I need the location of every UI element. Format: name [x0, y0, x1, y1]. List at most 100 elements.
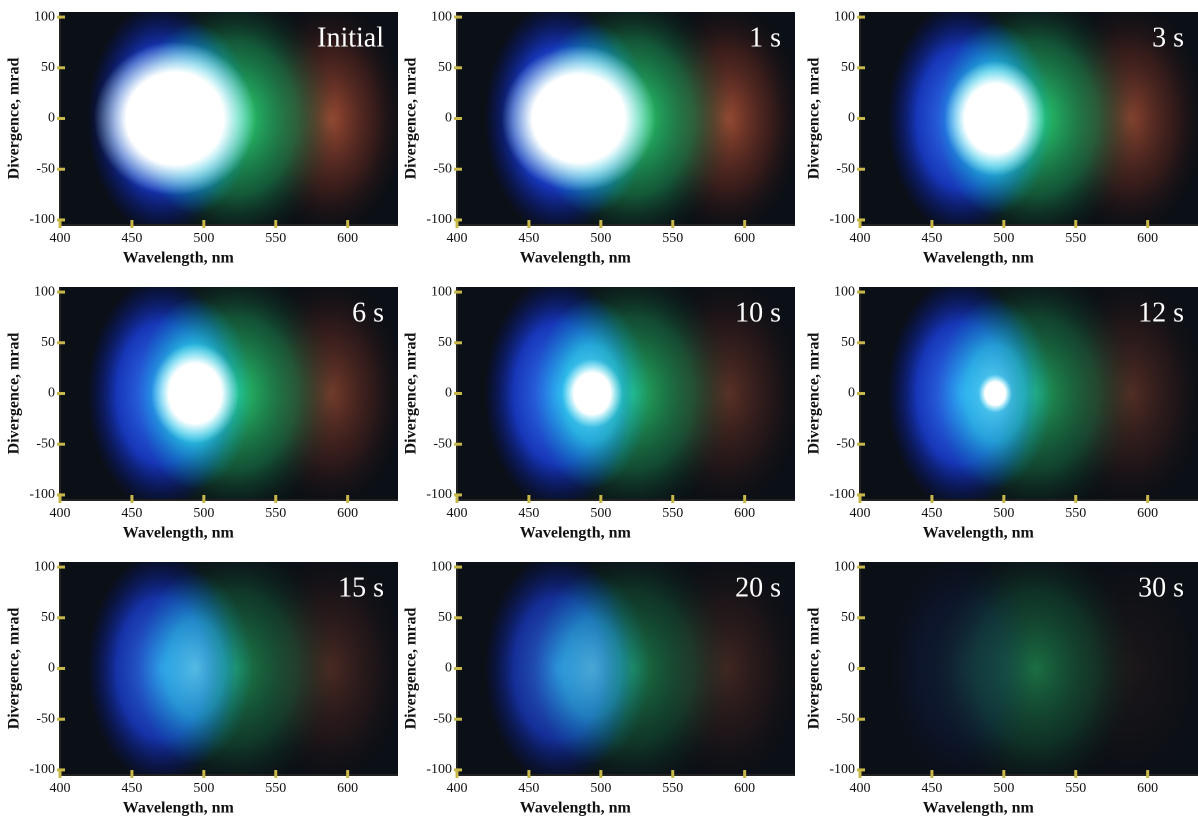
y-tick-label: 0: [848, 111, 855, 126]
x-tick-label: 400: [50, 781, 71, 796]
x-tick-label: 550: [662, 506, 683, 521]
x-tick-label: 400: [50, 231, 71, 246]
y-axis-label: Divergence, mrad: [806, 333, 823, 455]
panel-label: 30 s: [1138, 572, 1184, 603]
x-tick-label: 400: [50, 506, 71, 521]
x-tick-label: 500: [993, 781, 1014, 796]
y-tick-label: 0: [48, 111, 55, 126]
x-tick-label: 600: [734, 231, 755, 246]
y-axis-label: Divergence, mrad: [403, 333, 420, 455]
y-tick-label: 50: [841, 610, 855, 625]
x-tick-label: 500: [590, 781, 611, 796]
x-tick-label: 550: [1065, 506, 1086, 521]
x-tick-label: 550: [265, 231, 286, 246]
x-tick-label: 450: [921, 506, 942, 521]
y-tick-label: -100: [29, 212, 55, 227]
white-core: [93, 41, 257, 196]
y-tick-label: -50: [836, 711, 855, 726]
x-tick-label: 500: [993, 231, 1014, 246]
y-tick-label: 100: [34, 284, 55, 299]
y-tick-label: -100: [829, 487, 855, 502]
y-tick-label: -50: [433, 436, 452, 451]
image: [60, 287, 398, 500]
y-tick-label: 0: [48, 661, 55, 676]
white-core: [151, 343, 240, 444]
y-tick-label: -100: [29, 762, 55, 777]
image: [457, 287, 795, 500]
x-tick-label: 500: [993, 506, 1014, 521]
y-tick-label: 100: [34, 559, 55, 574]
y-tick-label: 100: [34, 9, 55, 24]
white-core: [561, 358, 623, 429]
panel-label: 20 s: [735, 572, 781, 603]
y-tick-label: -100: [426, 762, 452, 777]
x-tick-label: 550: [265, 506, 286, 521]
x-tick-label: 400: [447, 781, 468, 796]
y-tick-label: 100: [431, 284, 452, 299]
panel-label: 3 s: [1152, 22, 1184, 53]
y-tick-label: -100: [426, 212, 452, 227]
white-core: [978, 374, 1013, 413]
y-tick-label: -50: [36, 436, 55, 451]
y-tick-label: 50: [841, 60, 855, 75]
y-axis-label: Divergence, mrad: [6, 608, 23, 730]
panel-label: 10 s: [735, 297, 781, 328]
y-tick-label: 0: [48, 386, 55, 401]
y-tick-label: -100: [426, 487, 452, 502]
y-tick-label: 50: [438, 335, 452, 350]
x-axis-label: Wavelength, nm: [923, 250, 1035, 267]
x-tick-label: 450: [121, 231, 142, 246]
panel-label: Initial: [317, 22, 384, 53]
x-tick-label: 400: [447, 506, 468, 521]
x-axis-label: Wavelength, nm: [520, 525, 632, 542]
x-tick-label: 600: [337, 506, 358, 521]
x-tick-label: 550: [1065, 781, 1086, 796]
image: [60, 562, 398, 775]
y-axis-label: Divergence, mrad: [6, 333, 23, 455]
x-tick-label: 600: [337, 781, 358, 796]
y-tick-label: 50: [41, 60, 55, 75]
panel-label: 12 s: [1138, 297, 1184, 328]
image: [60, 12, 398, 225]
y-tick-label: 50: [438, 60, 452, 75]
y-tick-label: -100: [29, 487, 55, 502]
y-tick-label: -50: [836, 436, 855, 451]
y-tick-label: 50: [438, 610, 452, 625]
y-axis-label: Divergence, mrad: [806, 608, 823, 730]
y-axis-label: Divergence, mrad: [6, 58, 23, 180]
y-tick-label: 0: [848, 661, 855, 676]
x-tick-label: 500: [193, 506, 214, 521]
image: [457, 12, 795, 225]
image: [457, 562, 795, 775]
y-axis-label: Divergence, mrad: [806, 58, 823, 180]
x-axis-label: Wavelength, nm: [923, 800, 1035, 817]
x-tick-label: 600: [1137, 231, 1158, 246]
x-tick-label: 600: [734, 506, 755, 521]
y-tick-label: 0: [445, 386, 452, 401]
x-tick-label: 450: [518, 506, 539, 521]
y-tick-label: 50: [841, 335, 855, 350]
y-tick-label: -50: [836, 161, 855, 176]
cyan-glow: [534, 572, 650, 765]
x-tick-label: 400: [850, 781, 871, 796]
x-axis-label: Wavelength, nm: [520, 250, 632, 267]
panel-label: 15 s: [338, 572, 384, 603]
x-tick-label: 450: [518, 781, 539, 796]
x-tick-label: 450: [921, 781, 942, 796]
y-tick-label: 0: [445, 111, 452, 126]
x-tick-label: 400: [850, 231, 871, 246]
blue-glow: [887, 562, 1036, 775]
x-tick-label: 450: [518, 231, 539, 246]
y-axis-label: Divergence, mrad: [403, 608, 420, 730]
x-tick-label: 600: [734, 781, 755, 796]
y-tick-label: -100: [829, 762, 855, 777]
x-tick-label: 500: [590, 231, 611, 246]
white-core: [501, 45, 656, 192]
x-axis-label: Wavelength, nm: [123, 250, 235, 267]
x-tick-label: 550: [1065, 231, 1086, 246]
y-tick-label: 0: [445, 661, 452, 676]
x-tick-label: 450: [921, 231, 942, 246]
y-tick-label: 100: [431, 559, 452, 574]
y-tick-label: -50: [36, 711, 55, 726]
